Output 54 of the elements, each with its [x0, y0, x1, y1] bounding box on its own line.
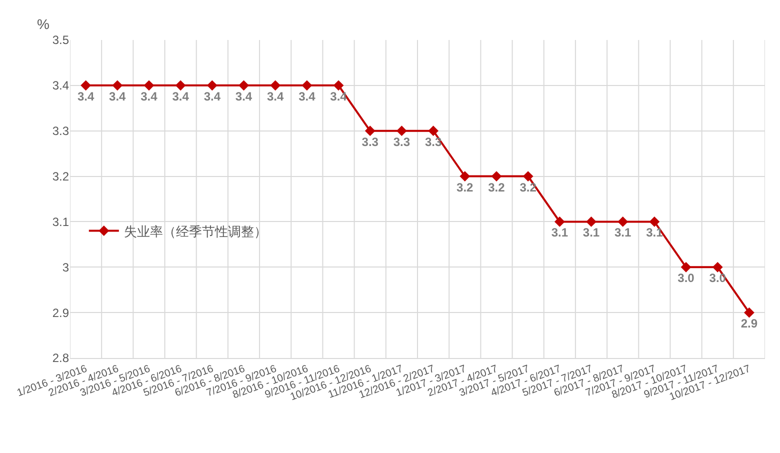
point [554, 216, 565, 227]
point [302, 80, 312, 91]
point [460, 171, 470, 182]
data-label: 2.9 [740, 316, 758, 331]
point [175, 80, 186, 91]
point [112, 80, 123, 91]
point [396, 126, 407, 136]
data-label: 3.2 [488, 180, 506, 194]
data-label: 3.1 [614, 226, 632, 240]
data-label: 3.4 [77, 89, 94, 104]
data-label: 3.2 [456, 180, 474, 194]
point [744, 307, 754, 318]
point [144, 80, 154, 91]
point [238, 80, 249, 91]
data-label: 3.4 [266, 89, 284, 104]
y-tick-label: 2.9 [52, 306, 70, 320]
data-label: 3.2 [520, 180, 537, 194]
legend-label: 失业率（经季节性调整） [124, 224, 267, 239]
data-label: 3.3 [424, 134, 442, 149]
data-label: 3.4 [298, 89, 316, 104]
y-tick-label: 3.1 [52, 214, 70, 229]
data-label: 3.4 [235, 89, 252, 104]
point [522, 171, 534, 182]
y-tick-label: 3.3 [52, 124, 70, 138]
data-label: 3.0 [678, 271, 695, 286]
data-label: 3.4 [140, 89, 158, 104]
data-label: 3.4 [109, 89, 126, 104]
y-tick-label: 3 [62, 260, 70, 274]
data-label: 3.1 [551, 226, 568, 240]
data-label: 3.3 [362, 134, 379, 149]
data-label: 3.4 [204, 89, 221, 104]
point [206, 80, 218, 91]
y-tick-label: 2.8 [52, 351, 70, 366]
y-tick-label: 3.4 [52, 78, 70, 93]
point [333, 80, 344, 91]
point [364, 126, 376, 136]
point [491, 171, 502, 182]
data-label: 3.4 [330, 89, 348, 104]
y-axis-title: % [37, 16, 50, 32]
data-label: 3.1 [582, 226, 600, 240]
point [80, 80, 91, 91]
point [680, 262, 692, 272]
data-label: 3.4 [172, 89, 190, 104]
point [428, 126, 438, 136]
point [649, 216, 660, 227]
y-tick-label: 3.5 [52, 33, 70, 48]
point [712, 262, 723, 272]
point [618, 216, 628, 227]
point [586, 216, 596, 227]
data-label: 3.3 [393, 134, 410, 149]
point [270, 80, 281, 91]
data-label: 3.0 [709, 271, 726, 286]
y-tick-label: 3.2 [52, 169, 70, 184]
data-label: 3.1 [646, 226, 664, 240]
